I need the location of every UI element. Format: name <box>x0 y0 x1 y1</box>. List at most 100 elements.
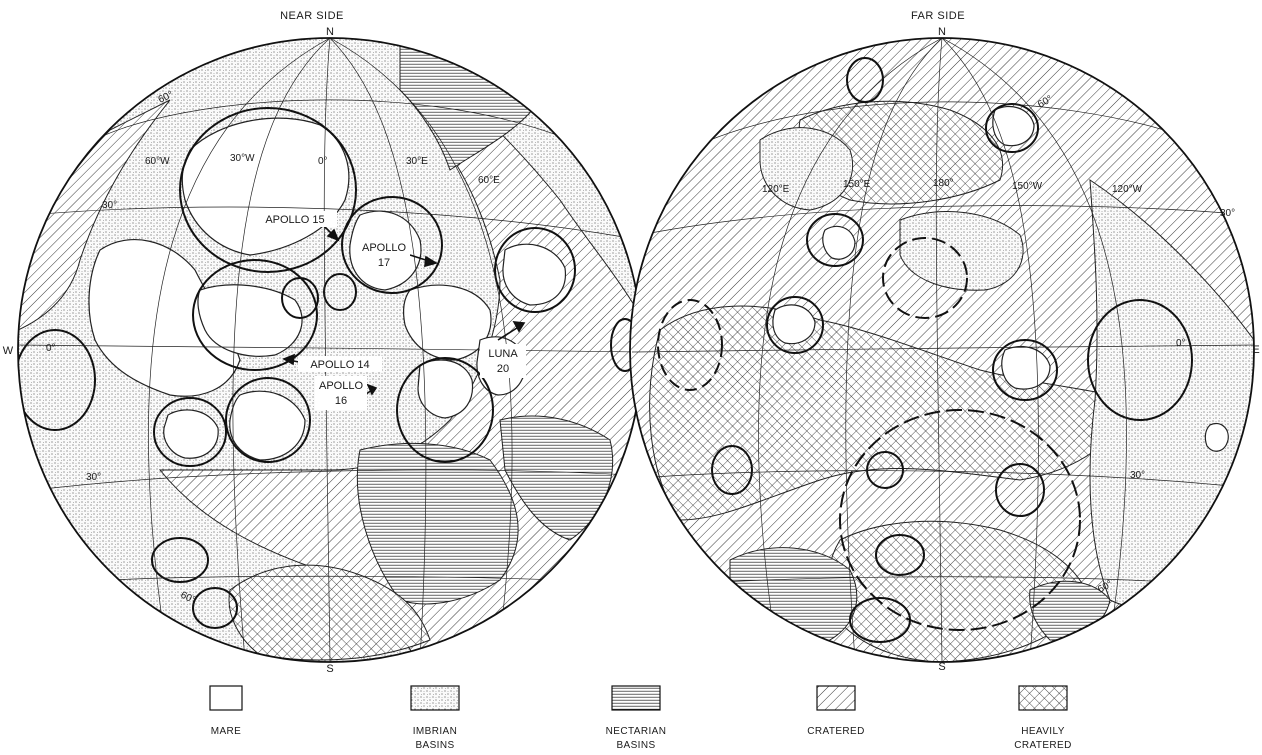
near-south-label: S <box>326 663 333 675</box>
near-grid-label-30w: 30°W <box>230 153 255 164</box>
far-ring-8 <box>995 463 1045 517</box>
legend-label-imbrian-line1: IMBRIAN <box>413 726 457 737</box>
arrowhead-apollo-17 <box>424 255 439 268</box>
far-ring-2 <box>766 296 824 354</box>
far-grid-label-150w: 150°W <box>1012 181 1043 192</box>
near-west-label: W <box>3 345 14 357</box>
near-grid-label-0: 0° <box>318 156 328 167</box>
far-grid-label-0-lat: 0° <box>1176 338 1186 349</box>
site-label-luna-20-line1: LUNA <box>488 348 518 360</box>
basin-ring-procellarum <box>192 259 318 371</box>
far-meridian-120w <box>941 38 1127 641</box>
arrow-luna-20 <box>497 325 521 341</box>
site-label-apollo-15: APOLLO 15 <box>265 214 324 226</box>
basin-ring-southwest <box>151 537 209 583</box>
near-parallel-60s <box>109 575 561 581</box>
far-mare-orientale <box>1001 345 1051 390</box>
label-bg-apollo-17 <box>358 238 410 272</box>
far-grid-label-30n: 30° <box>1220 208 1235 219</box>
site-label-apollo-17-line1: APOLLO <box>362 242 406 254</box>
legend-swatch-cratered <box>816 685 856 711</box>
near-grid-label-30e: 30°E <box>406 156 428 167</box>
near-mare-central <box>197 284 303 357</box>
basin-ring-south <box>192 587 238 629</box>
near-grid-label-30n: 30° <box>102 200 117 211</box>
far-ring-6 <box>711 445 753 495</box>
basin-ring-small-1 <box>281 277 319 319</box>
label-bg-apollo-16 <box>315 376 367 410</box>
near-meridian-30e <box>329 38 427 661</box>
far-ring-3 <box>992 339 1058 401</box>
arrowhead-apollo-16 <box>366 383 378 396</box>
legend: MARE IMBRIAN BASINS NECTARIAN BASINS CRA… <box>209 685 1071 751</box>
basin-ring-west <box>18 329 96 431</box>
legend-swatch-mare <box>209 685 243 711</box>
near-meridian-0 <box>323 38 331 662</box>
near-grid-label-60w: 60°W <box>145 156 170 167</box>
site-label-apollo-14: APOLLO 14 <box>310 359 369 371</box>
far-ring-1 <box>806 213 864 267</box>
far-side-hemisphere <box>629 37 1255 663</box>
near-cratered-region <box>158 58 642 662</box>
near-meridian-60e <box>329 38 513 641</box>
far-meridian-120e <box>758 38 943 641</box>
far-grid-label-30s: 30° <box>1130 470 1145 481</box>
legend-label-mare: MARE <box>211 726 242 737</box>
legend-label-heavily-line2: CRATERED <box>1014 740 1071 751</box>
legend-swatch-nectarian <box>611 685 661 711</box>
far-ring-south-big <box>839 409 1081 631</box>
site-label-luna-20-line2: 20 <box>497 363 509 375</box>
far-imbrian-north-patch <box>759 127 854 211</box>
far-basin-rings <box>657 57 1193 643</box>
basin-ring-humorum <box>153 397 227 467</box>
far-ring-5 <box>882 237 968 319</box>
far-nectarian-south <box>729 547 858 647</box>
far-side-labels: FAR SIDE N S E 60° 120°E 150°E 180° 150°… <box>762 10 1260 673</box>
far-ring-northwest <box>846 57 884 103</box>
legend-label-nectarian-line2: BASINS <box>616 740 655 751</box>
far-south-label: S <box>938 661 945 673</box>
far-ring-9 <box>875 534 925 576</box>
near-meridian-60w <box>148 38 331 641</box>
near-graticule <box>18 38 642 662</box>
near-grid-label-30s: 30° <box>86 472 101 483</box>
near-parallel-30n <box>29 206 641 241</box>
far-meridian-150w <box>941 38 1039 661</box>
arrowhead-apollo-15 <box>326 228 340 242</box>
legend-label-nectarian-line1: NECTARIAN <box>606 726 667 737</box>
far-side-title: FAR SIDE <box>911 10 965 22</box>
far-mare-ingenii <box>772 304 816 345</box>
near-side-hemisphere <box>17 37 643 663</box>
far-grid-label-150e: 150°E <box>843 179 871 190</box>
far-parallel-30n <box>639 205 1251 236</box>
far-mare-moscoviense <box>992 105 1035 147</box>
basin-ring-imbrium <box>179 107 357 273</box>
legend-swatch-imbrian <box>410 685 460 711</box>
near-mare-nubium <box>229 390 306 461</box>
near-north-label: N <box>326 26 334 38</box>
near-parallel-30s <box>34 469 631 491</box>
legend-item-heavily-cratered: HEAVILY CRATERED <box>1014 685 1071 751</box>
far-ring-west <box>657 299 723 391</box>
far-ring-7 <box>866 451 904 489</box>
near-basin-rings <box>18 107 640 629</box>
far-grid-label-120e: 120°E <box>762 184 790 195</box>
basin-ring-nubium <box>225 377 311 463</box>
legend-item-mare: MARE <box>209 685 243 737</box>
far-imbrian-center <box>899 211 1024 291</box>
legend-label-heavily-line1: HEAVILY <box>1021 726 1065 737</box>
near-nectarian-south <box>356 442 519 605</box>
far-meridian-150e <box>845 38 943 661</box>
far-graticule <box>631 38 1254 662</box>
basin-ring-serenitatis <box>341 196 443 294</box>
legend-label-imbrian-line2: BASINS <box>415 740 454 751</box>
arrowhead-apollo-14 <box>282 353 295 366</box>
near-side-title: NEAR SIDE <box>280 10 344 22</box>
near-meridian-30w <box>232 38 331 661</box>
near-mare-humorum <box>163 409 219 459</box>
far-meridian-180 <box>935 38 943 662</box>
far-parallel-30s <box>639 470 1251 489</box>
far-mare-east-limb <box>1204 422 1229 452</box>
basin-ring-crisium <box>494 227 576 313</box>
